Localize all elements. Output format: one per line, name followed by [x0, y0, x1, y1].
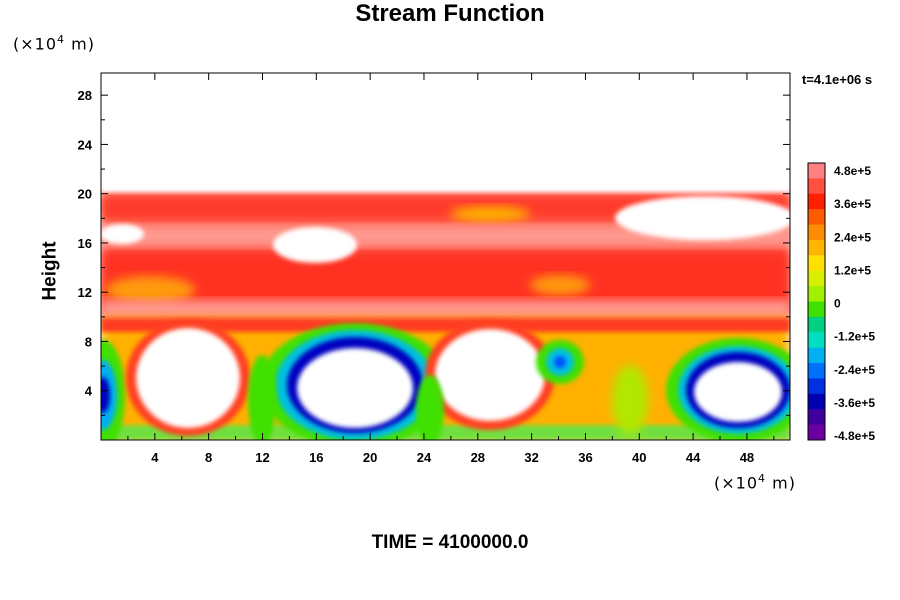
- x-tick-label: 16: [309, 450, 323, 465]
- y-tick-label: 20: [78, 187, 92, 202]
- x-axis-ticks: 4 8 12 16 20 24 28 32 36 40 44 48: [127, 73, 775, 465]
- y-unit-exponent: 4: [57, 33, 66, 46]
- y-axis-unit: (×104 m): [13, 33, 95, 53]
- colorbar-label: -2.4e+5: [834, 363, 875, 377]
- colorbar-swatch: [808, 393, 825, 410]
- colorbar-swatch: [808, 363, 825, 379]
- y-tick-label: 12: [78, 285, 92, 300]
- colorbar-label: 1.2e+5: [834, 263, 871, 277]
- y-tick-label: 28: [78, 88, 92, 103]
- white-pocket: [615, 196, 790, 240]
- timestamp-label: t=4.1e+06 s: [802, 72, 873, 87]
- colorbar-swatch: [808, 347, 825, 364]
- colorbar-frame: [807, 162, 826, 441]
- green-column: [248, 355, 648, 440]
- colorbar-label: 3.6e+5: [834, 197, 871, 211]
- light-band: [101, 300, 790, 318]
- contour-patch: [450, 206, 530, 222]
- vortex-left-edge: [101, 340, 125, 440]
- colorbar-swatch: [808, 178, 825, 195]
- colorbar-swatch: [808, 301, 825, 318]
- x-tick-label: 4: [151, 450, 159, 465]
- y-tick-label: 16: [78, 236, 92, 251]
- colorbar-swatch: [808, 224, 825, 241]
- lower-red-edge: [101, 318, 790, 332]
- colorbar-swatch: [808, 316, 825, 333]
- light-band: [101, 226, 790, 246]
- vortex-cell-3: [425, 320, 555, 430]
- y-unit-suffix: m): [65, 34, 95, 54]
- x-unit-prefix: (×10: [714, 473, 759, 493]
- colorbar-label: -4.8e+5: [834, 429, 875, 443]
- x-tick-label: 32: [524, 450, 538, 465]
- colorbar-swatch: [808, 239, 825, 256]
- x-unit-suffix: m): [766, 473, 796, 493]
- colorbar-swatch: [808, 332, 825, 349]
- time-label: TIME = 4100000.0: [371, 532, 529, 553]
- white-pocket: [273, 227, 357, 263]
- x-tick-label: 28: [471, 450, 485, 465]
- colorbar-label: 0: [834, 297, 841, 311]
- x-unit-exponent: 4: [758, 472, 767, 485]
- x-tick-label: 44: [686, 450, 701, 465]
- colorbar-swatch: [808, 209, 825, 226]
- x-tick-label: 40: [632, 450, 646, 465]
- colorbar-label: 4.8e+5: [834, 164, 871, 178]
- x-tick-label: 20: [363, 450, 377, 465]
- colorbar-swatch: [808, 409, 825, 426]
- y-tick-label: 8: [85, 334, 92, 349]
- colorbar-label: -1.2e+5: [834, 330, 875, 344]
- white-pocket: [101, 224, 144, 244]
- white-strip: [101, 178, 790, 192]
- contour-field: [101, 178, 790, 440]
- vortex-cell-1: [126, 320, 250, 436]
- y-axis-ticks: 4 8 12 16 20 24 28: [78, 88, 790, 416]
- contour-patch: [105, 276, 195, 304]
- vortex-cell-2: [260, 323, 450, 440]
- y-tick-label: 4: [85, 384, 93, 399]
- colorbar-swatch: [808, 255, 825, 272]
- plot-frame: [100, 72, 791, 441]
- chart-title: Stream Function: [355, 0, 545, 27]
- y-tick-label: 24: [78, 137, 93, 152]
- colorbar-swatch: [808, 378, 825, 395]
- x-tick-label: 48: [740, 450, 754, 465]
- x-tick-label: 24: [417, 450, 432, 465]
- bottom-green-edge: [101, 425, 790, 440]
- x-tick-label: 12: [255, 450, 269, 465]
- colorbar-swatch: [808, 270, 825, 287]
- vortex-small: [536, 340, 584, 384]
- colorbar: 4.8e+5 3.6e+5 2.4e+5 1.2e+5 0 -1.2e+5 -2.4e+5 -…: [807, 162, 875, 443]
- x-tick-label: 36: [578, 450, 592, 465]
- colorbar-label: 2.4e+5: [834, 230, 871, 244]
- colorbar-swatch: [808, 424, 825, 441]
- x-tick-label: 8: [205, 450, 212, 465]
- colorbar-swatch: [808, 286, 825, 302]
- x-axis-unit: (×104 m): [714, 472, 796, 492]
- contour-patch: [530, 275, 590, 295]
- colorbar-swatch: [808, 163, 825, 179]
- colorbar-label: -3.6e+5: [834, 396, 875, 410]
- colorbar-swatch: [808, 193, 825, 210]
- vortex-cell-4: [666, 338, 790, 440]
- y-unit-prefix: (×10: [13, 34, 58, 54]
